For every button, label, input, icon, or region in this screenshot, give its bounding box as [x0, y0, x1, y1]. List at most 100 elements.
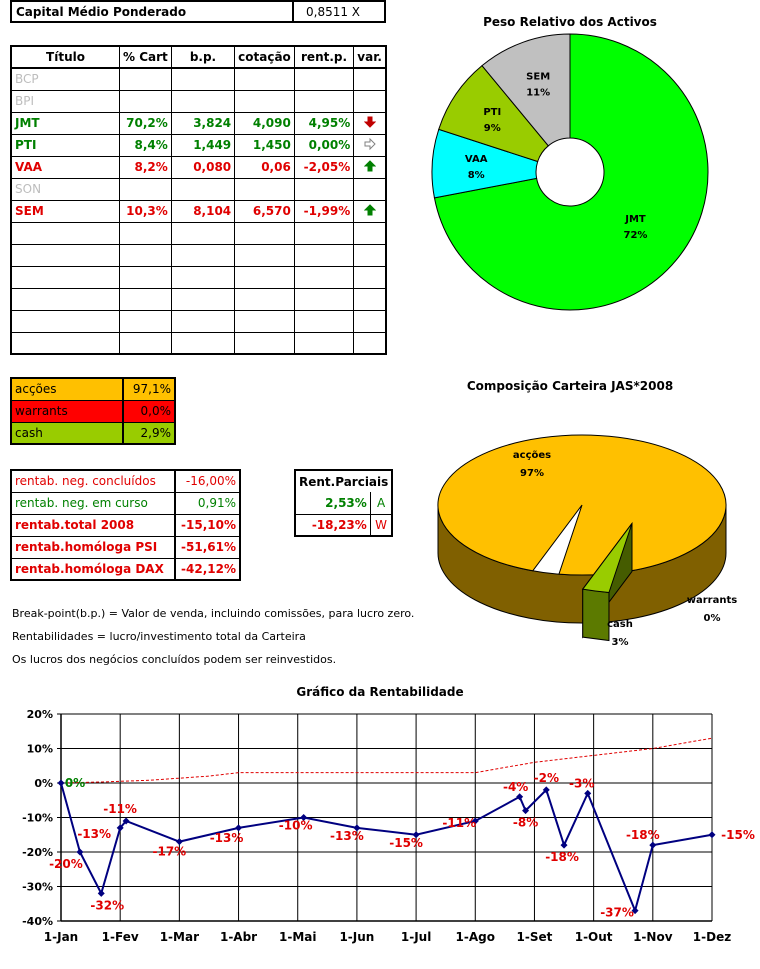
rentab-label: rentab. neg. concluídos — [11, 470, 175, 493]
col-header-cart: % Cart — [119, 46, 172, 69]
x-tick-label: 1-Abr — [220, 930, 257, 944]
holdings-header-row: Título % Cart b.p. cotação rent.p. var. — [11, 46, 386, 69]
rentab-value: -51,61% — [173, 536, 240, 559]
cell-bp: 8,104 — [170, 200, 235, 223]
cell-titulo: BPI — [11, 90, 120, 113]
doughnut-chart: JMT 72% VAA 8% PTI 9% SEM 11% — [431, 33, 709, 311]
pie3d-slice-cash — [581, 523, 633, 594]
y-tick-label: 0% — [34, 777, 53, 790]
data-point-marker — [235, 824, 243, 832]
x-tick-label: 1-Jun — [339, 930, 374, 944]
cell-cotacao — [234, 310, 295, 333]
cell-bp — [170, 288, 235, 311]
rentab-label: rentab. neg. em curso — [11, 492, 175, 515]
cell-titulo: JMT — [11, 112, 120, 135]
data-label: -8% — [513, 816, 538, 830]
cell-rent — [293, 222, 354, 245]
doughnut-slice-sem — [481, 33, 571, 147]
pie3d-label-name: acções — [513, 450, 551, 461]
pie3d-label-value: 0% — [704, 613, 721, 624]
cell-rent — [293, 310, 354, 333]
data-label: -13% — [330, 829, 364, 843]
cell-rent: -1,99% — [293, 200, 354, 223]
data-label: -15% — [389, 836, 423, 850]
pie3d-label-value: 3% — [612, 637, 629, 648]
cell-titulo — [11, 244, 120, 267]
pie3d-label-name: warrants — [687, 595, 737, 606]
data-label: -4% — [503, 780, 528, 794]
line-chart: 20% 10% 0% -10% -20% -30% -40% 1-Jan 1-Fev 1-Mar 1… — [22, 708, 755, 944]
doughnut-label-value: 72% — [624, 230, 648, 241]
pie3d-label-name: cash — [607, 619, 633, 630]
benchmark-line — [60, 737, 713, 784]
parciais-row: 2,53% A — [295, 492, 393, 515]
doughnut-label-name: JMT — [624, 214, 646, 225]
composition-row: warrants 0,0% — [11, 400, 175, 423]
parciais-flag: A — [369, 492, 393, 515]
y-tick-label: 20% — [27, 708, 53, 721]
cell-cotacao — [234, 90, 295, 113]
cell-cart — [119, 222, 172, 245]
rentab-row: rentab.total 2008 -15,10% — [11, 514, 240, 537]
cell-bp: 3,824 — [170, 112, 235, 135]
data-label: -18% — [626, 828, 660, 842]
data-label: -18% — [545, 850, 579, 864]
capital-value: 0,8511 X — [306, 5, 361, 19]
cell-cotacao — [234, 244, 295, 267]
data-label: -2% — [534, 771, 559, 785]
cell-rent — [293, 288, 354, 311]
y-tick-label: -20% — [22, 846, 53, 859]
x-tick-label: 1-Mar — [160, 930, 199, 944]
data-point-marker — [631, 907, 639, 915]
table-row — [11, 332, 386, 354]
pie3d-label-value: 97% — [520, 468, 544, 479]
cell-titulo — [11, 266, 120, 289]
rent-parciais-table: Rent.Parciais 2,53% A -18,23% W — [294, 469, 394, 537]
cell-var — [353, 178, 386, 201]
col-header-bp: b.p. — [170, 46, 235, 69]
parciais-value: -18,23% — [311, 517, 367, 532]
x-tick-label: 1-Dez — [693, 930, 731, 944]
data-point-marker — [412, 831, 420, 839]
parciais-value: 2,53% — [295, 492, 371, 515]
rentab-value: 0,91% — [173, 492, 240, 515]
rentab-row: rentab.homóloga DAX -42,12% — [11, 558, 240, 580]
y-tick-label: -10% — [22, 812, 53, 825]
cell-cotacao: 6,570 — [234, 200, 295, 223]
cell-bp: 0,080 — [170, 156, 235, 179]
cell-cart: 8,4% — [119, 134, 172, 157]
cell-bp: 1,449 — [170, 134, 235, 157]
composition-label: acções — [11, 378, 124, 401]
cell-titulo: PTI — [11, 134, 120, 157]
note-rentabilidades: Rentabilidades = lucro/investimento tota… — [12, 630, 306, 643]
cell-cotacao — [234, 266, 295, 289]
cell-cotacao — [234, 288, 295, 311]
cell-titulo: VAA — [11, 156, 120, 179]
data-label: -10% — [279, 819, 313, 833]
cell-var — [353, 90, 386, 113]
arrow-up-icon — [363, 159, 376, 171]
cell-titulo — [11, 222, 120, 245]
data-label: -17% — [153, 845, 187, 859]
table-row: BPI — [11, 90, 386, 113]
data-point-marker — [584, 789, 592, 797]
rentab-row: rentab.homóloga PSI -51,61% — [11, 536, 240, 559]
composition-value: 2,9% — [122, 422, 175, 444]
rentab-value: -15,10% — [173, 514, 240, 537]
cell-bp — [170, 266, 235, 289]
chart-title-rentabilidade: Gráfico da Rentabilidade — [296, 685, 464, 699]
arrow-right-icon — [364, 137, 376, 150]
cell-var — [353, 68, 386, 91]
y-tick-label: -40% — [22, 915, 53, 928]
cell-cotacao — [234, 332, 295, 354]
data-point-marker — [649, 841, 657, 849]
data-label: -32% — [90, 898, 124, 912]
cell-titulo: SON — [11, 178, 120, 201]
table-row: JMT 70,2% 3,824 4,090 4,95% — [11, 112, 386, 135]
cell-cotacao: 4,090 — [234, 112, 295, 135]
cell-var — [353, 112, 386, 135]
cell-bp — [170, 310, 235, 333]
cell-cotacao — [234, 178, 295, 201]
data-point-marker — [471, 817, 479, 825]
data-point-marker — [57, 779, 65, 787]
